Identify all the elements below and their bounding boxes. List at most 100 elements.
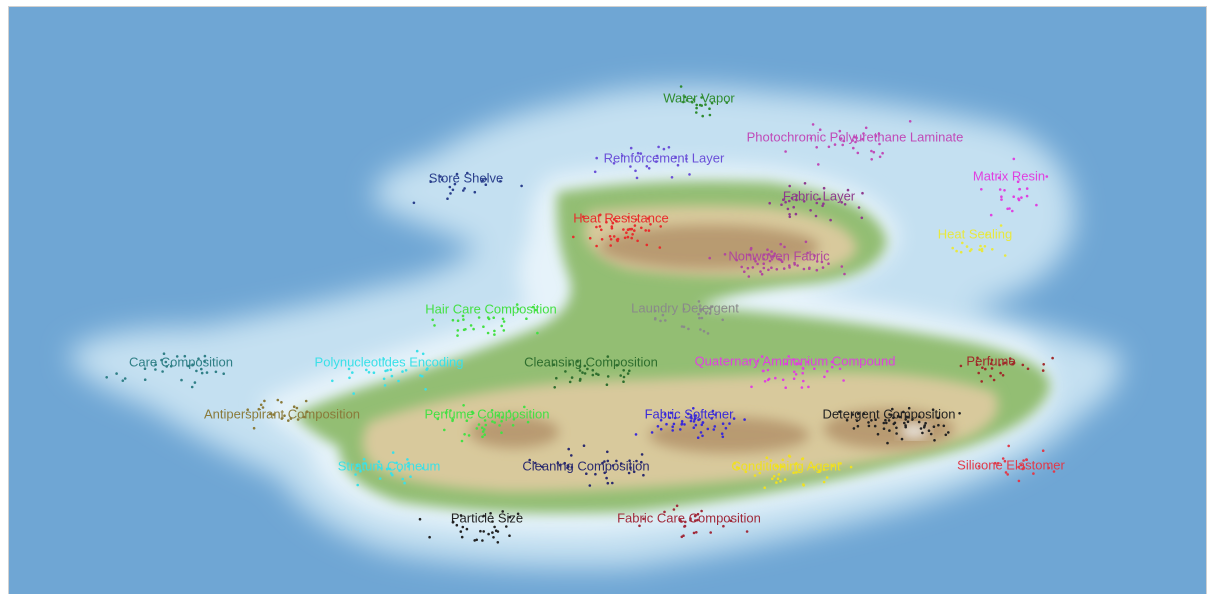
data-point	[428, 535, 431, 539]
data-point	[708, 113, 712, 117]
topic-map[interactable]: Water Vapor Photochromic Polyurethane Lam…	[8, 6, 1207, 594]
topic-label-laundry-detergent[interactable]: Laundry Detergent	[631, 300, 739, 315]
data-point	[462, 328, 466, 332]
data-point	[904, 424, 907, 427]
data-point	[515, 303, 519, 306]
data-point	[999, 371, 1002, 375]
data-point	[612, 162, 616, 165]
data-point	[523, 405, 526, 409]
data-point	[123, 377, 127, 380]
topic-label-matrix-resin[interactable]: Matrix Resin	[973, 168, 1045, 183]
topic-label-water-vapor[interactable]: Water Vapor	[663, 90, 735, 105]
topic-label-detergent-composition[interactable]: Detergent Composition	[823, 406, 956, 421]
topic-label-perfume-composition[interactable]: Perfume Composition	[425, 406, 550, 421]
topic-label-care-composition[interactable]: Care Composition	[129, 354, 233, 369]
data-point	[632, 470, 636, 474]
topic-label-conditioning-agent[interactable]: Conditioning Agent	[731, 458, 841, 473]
topic-label-photochromic-polyurethane-laminate[interactable]: Photochromic Polyurethane Laminate	[747, 129, 964, 144]
data-point	[979, 244, 982, 248]
data-point	[781, 458, 785, 462]
topic-label-silicone-elastomer[interactable]: Silicone Elastomer	[957, 457, 1065, 472]
data-point	[214, 370, 218, 374]
data-point	[263, 399, 266, 403]
topic-label-nonwoven-fabric[interactable]: Nonwoven Fabric	[728, 248, 830, 263]
data-point	[1017, 197, 1020, 200]
data-point	[845, 418, 849, 422]
data-point	[784, 150, 787, 153]
topic-label-particle-size[interactable]: Particle Size	[451, 510, 523, 525]
topic-label-store-shelve[interactable]: Store Shelve	[429, 170, 503, 185]
topic-label-cleaning-composition[interactable]: Cleaning Composition	[522, 458, 649, 473]
data-point	[1017, 479, 1021, 483]
topic-label-heat-sealing[interactable]: Heat Sealing	[938, 226, 1012, 241]
topic-label-heat-resistance[interactable]: Heat Resistance	[573, 210, 668, 225]
data-point	[855, 136, 858, 140]
data-point	[1001, 457, 1005, 460]
data-point	[162, 352, 166, 356]
topic-label-hair-care-composition[interactable]: Hair Care Composition	[425, 301, 557, 316]
data-point	[378, 477, 382, 480]
data-point	[391, 451, 395, 454]
topic-label-cleansing-composition[interactable]: Cleansing Composition	[524, 354, 658, 369]
data-point	[605, 476, 608, 480]
data-point	[1006, 207, 1009, 211]
data-point	[634, 433, 638, 436]
data-point	[788, 184, 791, 188]
data-point	[690, 417, 693, 420]
data-point	[671, 425, 674, 429]
data-point	[348, 376, 351, 380]
data-point	[600, 238, 604, 241]
data-point	[795, 198, 798, 202]
data-point	[710, 101, 714, 105]
data-point	[752, 257, 756, 261]
data-point	[796, 264, 799, 267]
topic-label-antiperspirant-composition[interactable]: Antiperspirant Composition	[204, 406, 360, 421]
data-point	[588, 236, 592, 240]
data-point	[924, 421, 927, 425]
point-cluster-water-vapor	[679, 85, 729, 118]
topic-label-reinforcement-layer[interactable]: Reinforcement Layer	[604, 150, 725, 165]
data-point	[463, 433, 466, 436]
data-point	[595, 244, 598, 248]
topic-label-quaternary-ammonium-compound[interactable]: Quaternary Ammonium Compound	[695, 353, 896, 368]
topic-label-fabric-softener[interactable]: Fabric Softener	[645, 406, 735, 421]
data-point	[683, 423, 686, 426]
data-point	[852, 146, 855, 150]
data-point	[483, 419, 487, 422]
data-point	[1045, 175, 1049, 178]
data-point	[856, 151, 860, 155]
data-point	[851, 413, 854, 416]
topic-label-fabric-care-composition[interactable]: Fabric Care Composition	[617, 510, 761, 525]
data-point	[747, 275, 751, 278]
topic-label-fabric-layer[interactable]: Fabric Layer	[783, 188, 856, 203]
data-point	[531, 305, 535, 309]
data-point	[762, 266, 766, 270]
data-point	[779, 480, 782, 483]
data-point	[872, 150, 876, 154]
data-point	[659, 427, 663, 431]
topic-label-perfume[interactable]: Perfume	[966, 353, 1015, 368]
data-point	[870, 149, 873, 153]
data-point	[917, 420, 921, 424]
map-canvas[interactable]: Water Vapor Photochromic Polyurethane Lam…	[9, 7, 1207, 594]
data-point	[462, 189, 465, 192]
data-point	[820, 260, 824, 264]
data-point	[305, 410, 309, 414]
data-point	[684, 520, 687, 524]
data-point	[936, 416, 940, 420]
data-point	[746, 266, 750, 270]
data-point	[451, 318, 455, 322]
data-point	[792, 377, 796, 381]
data-point	[593, 170, 597, 174]
data-point	[781, 378, 785, 382]
data-point	[525, 317, 528, 321]
data-point	[799, 362, 802, 366]
data-point	[383, 384, 387, 387]
data-point	[553, 386, 556, 389]
data-point	[496, 530, 500, 533]
data-point	[980, 188, 983, 191]
data-point	[801, 371, 804, 375]
topic-label-polynucleotides-encoding[interactable]: Polynucleotides Encoding	[315, 354, 464, 369]
topic-label-stratum-corneum[interactable]: Stratum Corneum	[338, 458, 441, 473]
data-point	[295, 406, 299, 410]
